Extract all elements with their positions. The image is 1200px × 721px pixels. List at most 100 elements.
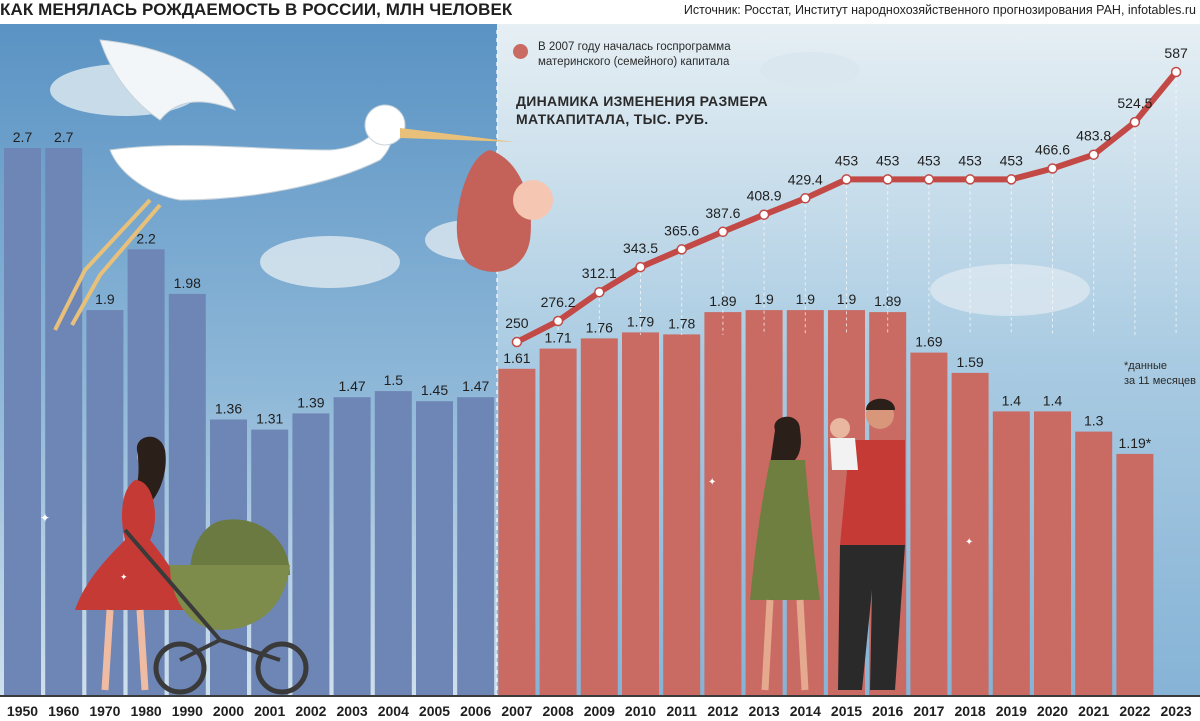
x-tick-label: 2018 bbox=[955, 703, 986, 719]
bar-value-label: 1.45 bbox=[421, 382, 448, 398]
bar-value-label: 1.19* bbox=[1119, 435, 1152, 451]
line-value-label: 408.9 bbox=[747, 188, 782, 204]
child-body-icon bbox=[830, 438, 858, 470]
x-tick-label: 2013 bbox=[749, 703, 780, 719]
footnote: *данные за 11 месяцев bbox=[1124, 359, 1200, 389]
line-point-2021 bbox=[1088, 149, 1099, 160]
x-tick-label: 2002 bbox=[295, 703, 326, 719]
line-value-label: 343.5 bbox=[623, 240, 658, 256]
x-tick-label: 2008 bbox=[543, 703, 574, 719]
line-value-label: 524.5 bbox=[1117, 95, 1152, 111]
line-value-label: 453 bbox=[876, 152, 900, 168]
woman-legs-icon bbox=[761, 599, 809, 691]
bar-value-label: 1.9 bbox=[837, 291, 857, 307]
bar-2010 bbox=[622, 332, 659, 695]
bar-value-label: 1.5 bbox=[384, 372, 404, 388]
line-point-2013 bbox=[758, 209, 770, 220]
line-value-label: 276.2 bbox=[541, 294, 576, 310]
man-hair-icon bbox=[866, 398, 895, 410]
x-tick-label: 2014 bbox=[790, 703, 821, 719]
x-tick-label: 2006 bbox=[460, 703, 491, 719]
line-point-2019 bbox=[1006, 174, 1017, 185]
x-tick-label: 2003 bbox=[337, 703, 368, 719]
bar-value-label: 1.78 bbox=[668, 315, 695, 331]
child-head-icon bbox=[830, 418, 850, 438]
line-point-2022 bbox=[1129, 116, 1141, 128]
mother-dress-icon bbox=[75, 480, 190, 610]
bar-value-label: 1.59 bbox=[956, 354, 983, 370]
stroller-wheel-icon bbox=[255, 641, 309, 695]
stroller-handle-icon bbox=[123, 528, 281, 662]
value-labels-layer: 2.7 2.7 1.9 2.2 1.98 1.36 1.31 1.39 1.47 1.5 1.45 1… bbox=[13, 129, 1152, 451]
woman-hair-icon bbox=[770, 416, 801, 467]
bar-2007 bbox=[498, 368, 536, 695]
bar-value-label: 1.98 bbox=[174, 275, 201, 291]
bar-2004 bbox=[374, 391, 412, 695]
line-value-label: 429.4 bbox=[788, 171, 823, 187]
bar-value-label: 1.9 bbox=[95, 291, 115, 307]
line-value-label: 453 bbox=[958, 152, 982, 168]
cloud bbox=[930, 264, 1090, 316]
x-tick-label: 2001 bbox=[254, 703, 285, 719]
sparkle-icon: ✦ bbox=[965, 537, 973, 548]
line-value-label: 466.6 bbox=[1035, 142, 1070, 158]
x-tick-label: 1970 bbox=[89, 703, 120, 719]
line-value-label: 453 bbox=[835, 152, 859, 168]
stork-legs-icon bbox=[53, 198, 162, 331]
line-value-label: 387.6 bbox=[705, 205, 740, 221]
stork-head-icon bbox=[364, 104, 406, 146]
bar-value-label: 1.4 bbox=[1043, 392, 1063, 408]
line-point-2012 bbox=[717, 226, 729, 238]
line-value-label: 587 bbox=[1164, 45, 1188, 61]
line-value-label: 453 bbox=[1000, 152, 1024, 168]
line-chart-title-line1: ДИНАМИКА ИЗМЕНЕНИЯ РАЗМЕРА bbox=[516, 93, 768, 109]
line-value-label: 312.1 bbox=[582, 265, 617, 281]
line-point-2014 bbox=[800, 193, 811, 204]
line-value-label: 483.8 bbox=[1076, 128, 1111, 144]
mother-legs-icon bbox=[101, 609, 149, 691]
line-point-2020 bbox=[1047, 163, 1058, 174]
mother-stroller-illustration bbox=[75, 436, 309, 695]
x-tick-label: 2007 bbox=[501, 703, 532, 719]
bars-layer bbox=[4, 148, 1154, 696]
x-tick-label: 1980 bbox=[131, 703, 162, 719]
stork-wing-icon bbox=[99, 39, 237, 121]
bar-value-label: 1.31 bbox=[256, 411, 283, 427]
line-value-label: 250 bbox=[505, 315, 529, 331]
bar-1950 bbox=[4, 148, 41, 695]
bar-value-label: 2.7 bbox=[13, 129, 33, 145]
line-point-2008 bbox=[552, 315, 564, 327]
sparkle-icon: ✦ bbox=[708, 477, 716, 488]
sparkle-icon: ✦ bbox=[40, 511, 50, 525]
legend-note: В 2007 году началась госпрограмма матери… bbox=[538, 40, 768, 70]
x-tick-label: 2019 bbox=[996, 703, 1027, 719]
x-tick-label: 2005 bbox=[419, 703, 450, 719]
bar-1960 bbox=[45, 148, 83, 695]
footnote-line1: *данные bbox=[1124, 360, 1167, 372]
stork-illustration bbox=[53, 39, 553, 331]
sparkle-icon: ✦ bbox=[120, 572, 128, 582]
legend-note-line2: материнского (семейного) капитала bbox=[538, 56, 730, 68]
source-text: Источник: Росстат, Институт народнохозяй… bbox=[683, 3, 1196, 17]
bar-value-label: 1.71 bbox=[544, 330, 571, 346]
bar-value-label: 1.69 bbox=[915, 334, 942, 350]
x-tick-label: 1990 bbox=[172, 703, 203, 719]
bar-value-label: 1.36 bbox=[215, 401, 242, 417]
bar-value-label: 1.47 bbox=[338, 378, 365, 394]
x-tick-label: 2012 bbox=[707, 703, 738, 719]
bar-value-label: 1.89 bbox=[709, 293, 736, 309]
x-tick-label: 2004 bbox=[378, 703, 409, 719]
footnote-line2: за 11 месяцев bbox=[1124, 375, 1196, 387]
bar-2018 bbox=[951, 372, 989, 695]
line-point-2009 bbox=[594, 286, 605, 298]
x-tick-label: 2015 bbox=[831, 703, 862, 719]
bar-2008 bbox=[539, 348, 577, 695]
bar-2003 bbox=[333, 397, 371, 695]
line-value-label: 365.6 bbox=[664, 222, 699, 238]
legend-marker-icon bbox=[513, 44, 528, 59]
family-illustration bbox=[750, 398, 905, 691]
line-chart-title: ДИНАМИКА ИЗМЕНЕНИЯ РАЗМЕРА МАТКАПИТАЛА, … bbox=[516, 92, 776, 128]
cloud bbox=[760, 52, 860, 88]
x-tick-label: 1950 bbox=[7, 703, 38, 719]
